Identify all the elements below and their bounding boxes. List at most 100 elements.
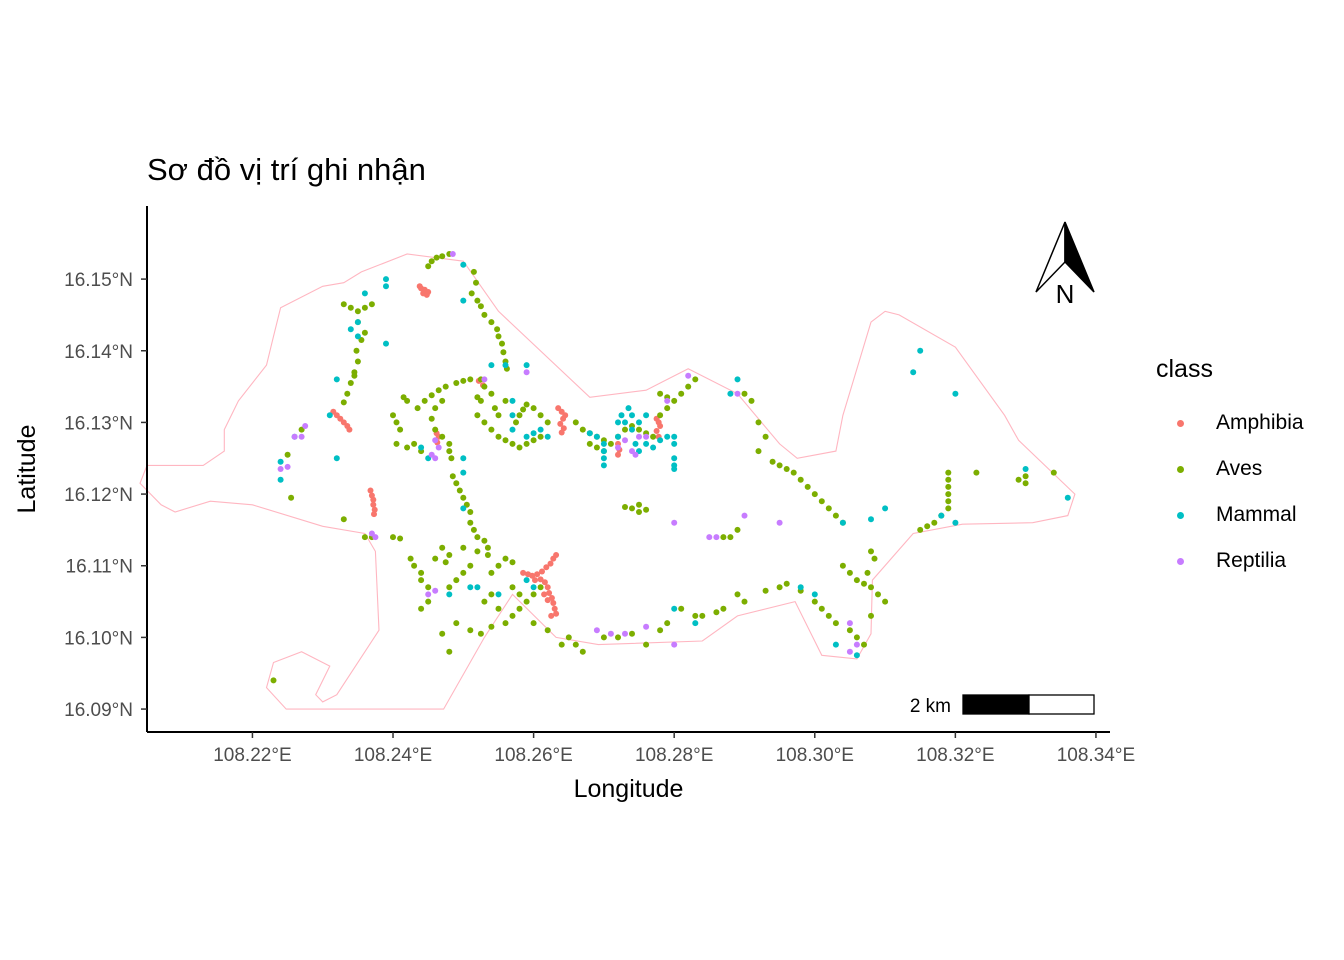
data-point bbox=[390, 534, 396, 541]
data-point bbox=[643, 412, 650, 419]
data-point bbox=[383, 276, 389, 283]
data-point bbox=[550, 555, 557, 562]
data-point bbox=[868, 548, 874, 555]
data-point bbox=[636, 501, 642, 508]
data-point bbox=[340, 301, 347, 308]
data-point bbox=[825, 505, 832, 512]
data-point bbox=[811, 598, 818, 605]
data-point bbox=[741, 598, 748, 605]
data-point bbox=[432, 455, 439, 462]
data-point bbox=[481, 311, 488, 318]
data-point bbox=[284, 451, 291, 458]
data-point bbox=[509, 412, 516, 419]
data-point bbox=[495, 433, 502, 440]
data-point bbox=[418, 569, 425, 576]
data-point bbox=[720, 605, 727, 612]
data-point bbox=[553, 610, 560, 617]
data-point bbox=[868, 516, 874, 523]
data-point bbox=[846, 569, 853, 576]
data-point bbox=[622, 504, 628, 510]
data-point bbox=[370, 496, 377, 503]
data-point bbox=[439, 433, 446, 440]
data-point bbox=[520, 569, 527, 576]
data-point bbox=[467, 509, 474, 515]
data-point bbox=[446, 648, 453, 655]
data-point bbox=[449, 251, 456, 257]
data-point bbox=[453, 577, 460, 584]
data-point bbox=[541, 579, 548, 586]
data-point bbox=[917, 526, 924, 533]
data-point bbox=[530, 430, 537, 437]
x-tick-label: 108.24°E bbox=[354, 745, 432, 766]
data-point bbox=[945, 469, 952, 476]
data-point bbox=[523, 577, 530, 584]
north-arrow-icon: N bbox=[1035, 221, 1095, 309]
data-point bbox=[530, 591, 537, 598]
x-tick-label: 108.28°E bbox=[635, 745, 713, 766]
series-mammal bbox=[277, 261, 1071, 659]
legend-swatch bbox=[1177, 419, 1184, 427]
data-point bbox=[513, 419, 519, 426]
data-point bbox=[460, 494, 467, 501]
data-point bbox=[572, 641, 579, 648]
data-point bbox=[846, 627, 853, 634]
data-point bbox=[277, 476, 284, 483]
data-point bbox=[495, 562, 502, 569]
data-point bbox=[650, 433, 657, 440]
data-point bbox=[509, 584, 516, 591]
data-point bbox=[741, 390, 748, 397]
data-point bbox=[411, 562, 418, 569]
data-point bbox=[657, 412, 664, 419]
data-point bbox=[446, 584, 453, 591]
data-point bbox=[347, 326, 354, 333]
data-point bbox=[544, 419, 551, 426]
data-point bbox=[488, 362, 495, 369]
data-point bbox=[650, 444, 657, 451]
data-point bbox=[340, 516, 347, 523]
data-point bbox=[488, 623, 495, 630]
data-point bbox=[530, 620, 537, 627]
data-point bbox=[404, 397, 411, 404]
data-point bbox=[804, 483, 811, 490]
data-point bbox=[494, 326, 501, 333]
data-point bbox=[593, 444, 600, 451]
data-point bbox=[952, 390, 959, 397]
data-point bbox=[484, 544, 491, 551]
data-point bbox=[488, 591, 495, 598]
data-point bbox=[446, 448, 453, 455]
data-point bbox=[446, 440, 453, 447]
data-point bbox=[418, 577, 425, 584]
data-point bbox=[671, 466, 678, 472]
data-point bbox=[783, 580, 790, 587]
data-point bbox=[741, 512, 748, 519]
data-point bbox=[636, 433, 642, 440]
data-point bbox=[470, 526, 477, 533]
data-point bbox=[509, 397, 516, 404]
data-point bbox=[632, 451, 639, 458]
data-point bbox=[432, 437, 439, 444]
data-point bbox=[699, 612, 706, 619]
data-point bbox=[371, 511, 377, 518]
data-point bbox=[432, 587, 439, 594]
data-point bbox=[537, 584, 544, 591]
data-point bbox=[706, 534, 713, 541]
legend-label: Aves bbox=[1216, 457, 1263, 480]
data-point bbox=[671, 519, 678, 526]
data-point bbox=[685, 383, 692, 390]
data-point bbox=[428, 258, 435, 265]
data-point bbox=[474, 534, 481, 541]
data-point bbox=[446, 552, 453, 558]
data-point bbox=[643, 433, 650, 440]
data-point bbox=[439, 253, 446, 260]
series-aves bbox=[270, 251, 1057, 684]
data-point bbox=[460, 569, 467, 576]
data-point bbox=[832, 641, 839, 648]
data-point bbox=[636, 509, 642, 515]
data-point bbox=[945, 483, 952, 490]
x-tick-label: 108.32°E bbox=[916, 745, 994, 766]
data-point bbox=[439, 544, 446, 551]
data-point bbox=[456, 487, 463, 494]
data-point bbox=[448, 455, 455, 462]
data-point bbox=[467, 562, 474, 569]
data-point bbox=[347, 304, 354, 311]
